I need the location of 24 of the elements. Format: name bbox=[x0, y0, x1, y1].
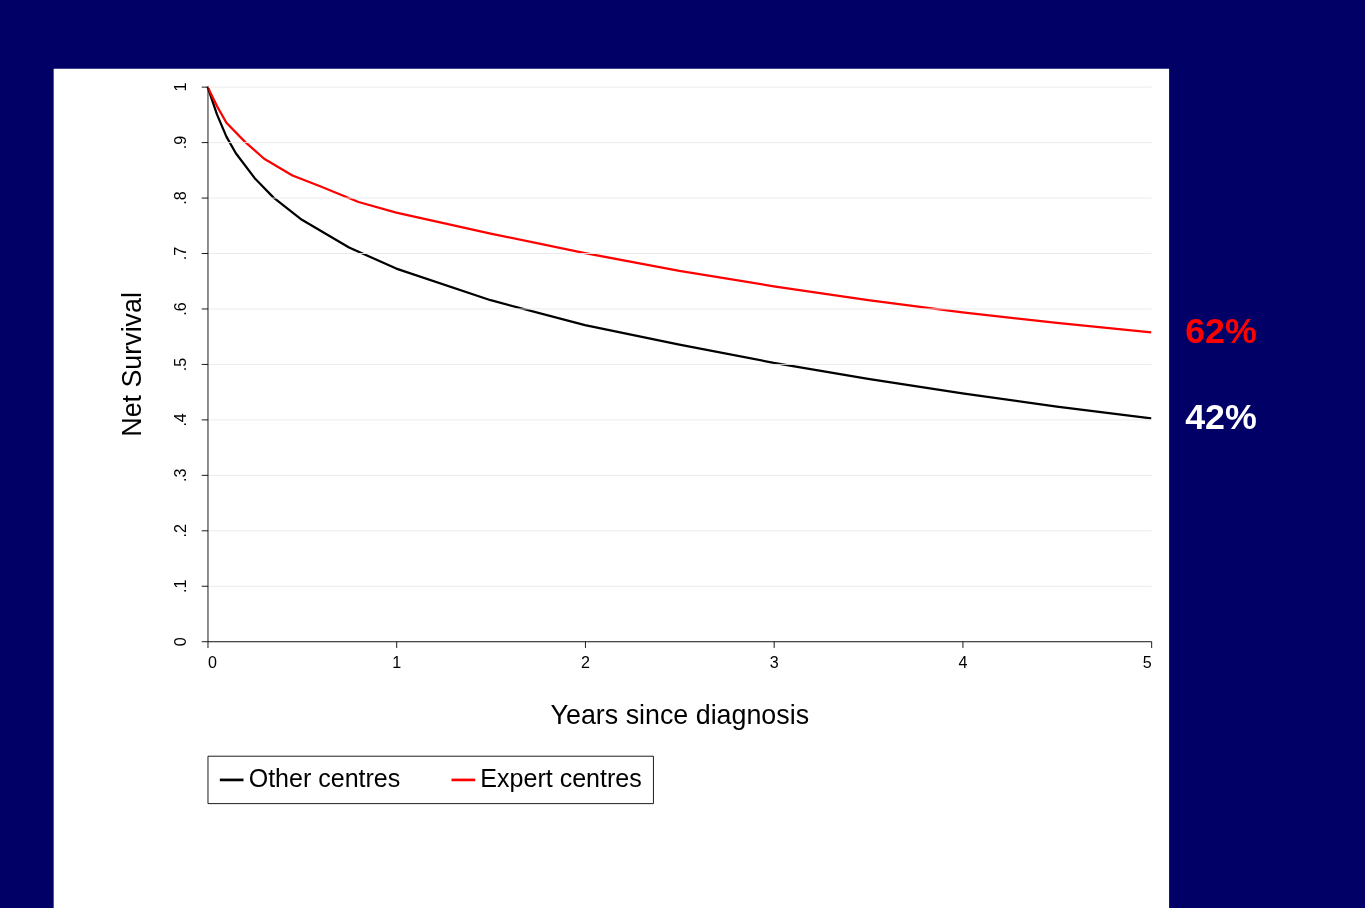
x-tick-label: 5 bbox=[1142, 652, 1152, 671]
x-axis-title: Years since diagnosis bbox=[550, 700, 810, 731]
legend-label: Expert centres bbox=[480, 764, 642, 793]
line-series bbox=[206, 85, 1153, 334]
x-tick-label: 3 bbox=[769, 652, 779, 671]
y-tick-label: .8 bbox=[170, 191, 189, 205]
y-tick-label: .1 bbox=[170, 579, 189, 593]
y-tick-label: 0 bbox=[170, 637, 189, 647]
x-tick-label: 4 bbox=[958, 652, 968, 671]
y-tick-label: .9 bbox=[170, 135, 189, 150]
y-tick-label: .4 bbox=[170, 413, 189, 427]
y-tick-label: 1 bbox=[170, 82, 189, 92]
x-tick-label: 0 bbox=[207, 652, 217, 671]
x-tick-label: 2 bbox=[580, 652, 590, 671]
annotation: 42% bbox=[1185, 397, 1257, 438]
y-tick-label: .3 bbox=[170, 468, 189, 483]
x-tick-label: 1 bbox=[392, 652, 402, 671]
y-tick-label: .5 bbox=[170, 357, 189, 372]
y-tick-label: .2 bbox=[170, 524, 189, 538]
legend-label: Other centres bbox=[248, 764, 401, 793]
y-tick-label: .7 bbox=[170, 246, 189, 261]
y-tick-label: .6 bbox=[170, 302, 189, 316]
annotation: 62% bbox=[1185, 311, 1257, 352]
y-axis-title: Net Survival bbox=[116, 292, 147, 437]
